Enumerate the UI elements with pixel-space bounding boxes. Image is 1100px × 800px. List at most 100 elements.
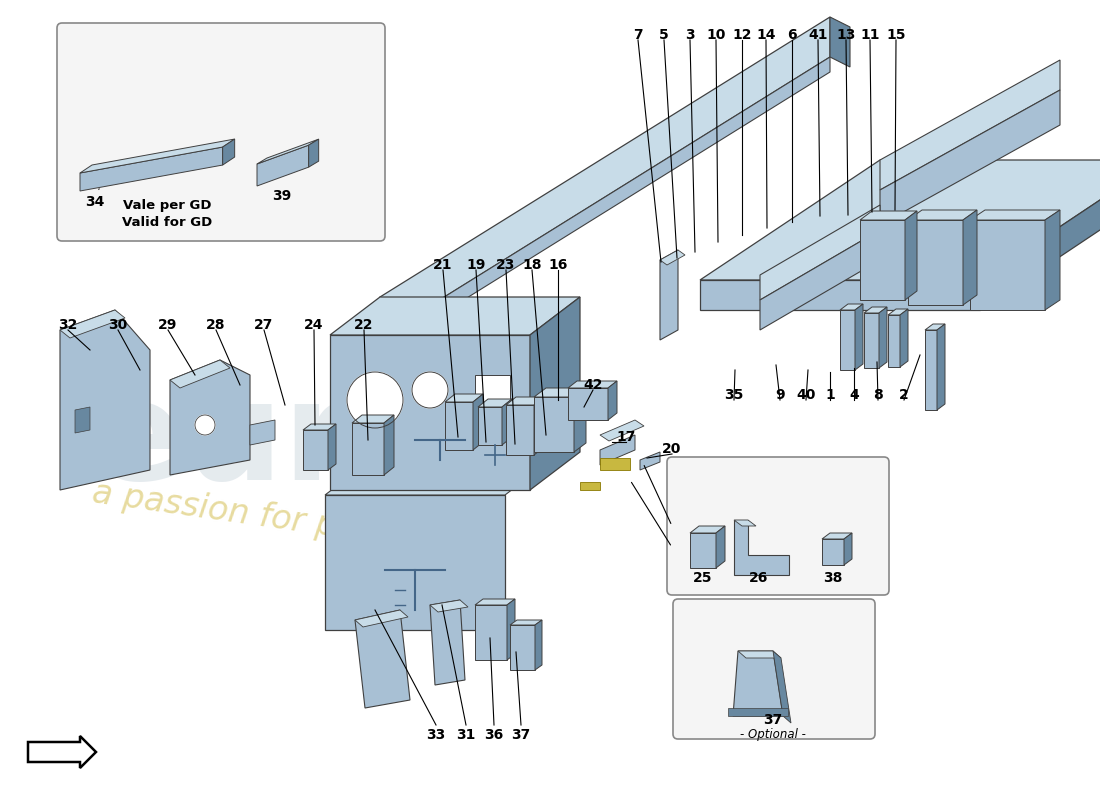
Text: 14: 14 [757, 28, 776, 42]
Text: 36: 36 [484, 728, 504, 742]
Text: 18: 18 [522, 258, 541, 272]
Text: 31: 31 [456, 728, 475, 742]
Polygon shape [925, 324, 945, 330]
Polygon shape [355, 610, 408, 627]
Text: 33: 33 [427, 728, 446, 742]
Polygon shape [580, 482, 600, 490]
Polygon shape [324, 495, 505, 630]
Polygon shape [600, 435, 635, 465]
Text: 19: 19 [466, 258, 486, 272]
Text: 41: 41 [808, 28, 827, 42]
Polygon shape [222, 139, 234, 165]
Polygon shape [980, 160, 1100, 310]
Text: 22: 22 [354, 318, 374, 332]
Polygon shape [888, 315, 900, 367]
Polygon shape [328, 424, 336, 470]
Polygon shape [905, 211, 917, 300]
Text: 37: 37 [763, 713, 782, 727]
FancyBboxPatch shape [673, 599, 874, 739]
Polygon shape [80, 147, 222, 191]
Polygon shape [535, 620, 542, 670]
Polygon shape [908, 210, 977, 220]
Polygon shape [60, 310, 150, 490]
Polygon shape [880, 90, 1060, 225]
Polygon shape [446, 402, 473, 450]
Polygon shape [302, 424, 336, 430]
Text: 7: 7 [634, 28, 642, 42]
Polygon shape [880, 60, 1060, 190]
Polygon shape [568, 388, 608, 420]
Polygon shape [475, 605, 507, 660]
Polygon shape [962, 210, 977, 305]
Text: 32: 32 [58, 318, 78, 332]
Polygon shape [773, 651, 791, 723]
Polygon shape [864, 307, 887, 313]
Polygon shape [510, 625, 535, 670]
Polygon shape [937, 324, 945, 410]
Circle shape [346, 372, 403, 428]
Text: 16: 16 [548, 258, 568, 272]
Text: 42: 42 [583, 378, 603, 392]
Polygon shape [734, 520, 789, 575]
Polygon shape [860, 211, 917, 220]
Polygon shape [430, 600, 465, 685]
Polygon shape [446, 394, 483, 402]
Text: 6: 6 [788, 28, 796, 42]
Polygon shape [379, 17, 830, 337]
Polygon shape [1045, 210, 1060, 310]
Polygon shape [734, 520, 756, 526]
Polygon shape [257, 145, 309, 186]
Polygon shape [475, 599, 515, 605]
Polygon shape [822, 539, 844, 565]
Polygon shape [250, 420, 275, 445]
Polygon shape [475, 375, 510, 440]
Text: 8: 8 [873, 388, 883, 402]
Polygon shape [324, 457, 556, 495]
Polygon shape [660, 250, 678, 340]
Polygon shape [864, 313, 879, 368]
Text: 17: 17 [616, 430, 636, 444]
Polygon shape [840, 310, 855, 370]
Polygon shape [534, 397, 544, 455]
Polygon shape [75, 407, 90, 433]
Text: europ: europ [90, 374, 547, 509]
Text: 28: 28 [207, 318, 226, 332]
Polygon shape [844, 533, 852, 565]
Polygon shape [530, 297, 580, 490]
Text: 23: 23 [496, 258, 516, 272]
Polygon shape [506, 405, 534, 455]
Polygon shape [379, 57, 830, 352]
Polygon shape [840, 304, 864, 310]
Text: 2: 2 [899, 388, 909, 402]
Polygon shape [330, 297, 580, 335]
Polygon shape [257, 139, 319, 164]
Polygon shape [600, 458, 630, 470]
Polygon shape [502, 399, 512, 445]
Polygon shape [170, 360, 230, 388]
FancyBboxPatch shape [57, 23, 385, 241]
Text: 26: 26 [749, 571, 769, 585]
Text: 40: 40 [796, 388, 816, 402]
Polygon shape [352, 423, 384, 475]
Polygon shape [900, 309, 908, 367]
Polygon shape [574, 388, 586, 452]
Text: 11: 11 [860, 28, 880, 42]
Text: 29: 29 [158, 318, 178, 332]
Polygon shape [384, 415, 394, 475]
Polygon shape [640, 452, 660, 470]
Polygon shape [534, 388, 586, 397]
Text: 38: 38 [823, 571, 843, 585]
Polygon shape [600, 420, 643, 441]
Polygon shape [879, 307, 887, 368]
Polygon shape [760, 230, 880, 330]
Text: 39: 39 [273, 189, 292, 203]
Text: - Optional -: - Optional - [740, 728, 806, 741]
Polygon shape [60, 310, 125, 338]
Text: 20: 20 [662, 442, 682, 456]
Polygon shape [309, 139, 319, 167]
Polygon shape [355, 610, 410, 708]
Text: 27: 27 [254, 318, 274, 332]
Text: 37: 37 [512, 728, 530, 742]
Polygon shape [700, 160, 1100, 280]
Text: 1: 1 [825, 388, 835, 402]
